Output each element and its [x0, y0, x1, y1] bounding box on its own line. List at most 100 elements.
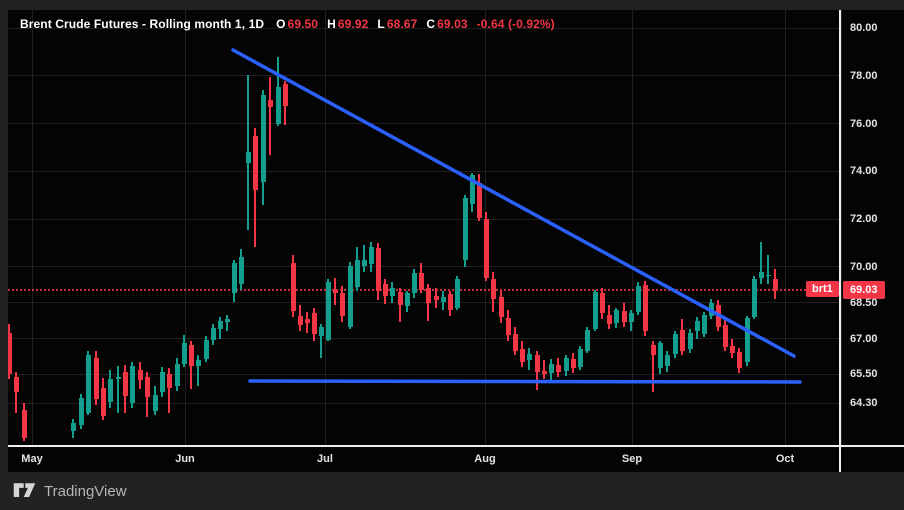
candle-up-wick — [320, 324, 322, 358]
candle-down-wick — [652, 340, 654, 393]
candle-up — [673, 333, 678, 355]
price-label: 72.00 — [850, 213, 878, 226]
candle-down — [680, 330, 685, 351]
candle-down — [291, 263, 296, 312]
candle-up — [636, 286, 641, 313]
price-label: 74.00 — [850, 165, 878, 178]
candle-down — [398, 291, 403, 306]
candle-down — [448, 294, 453, 310]
last-price-line — [8, 289, 806, 292]
price-gridline — [8, 171, 839, 172]
horizontal-support-line[interactable] — [248, 379, 802, 384]
candle-down — [94, 357, 99, 400]
candle-down — [513, 333, 518, 351]
candle-down — [723, 325, 728, 347]
candle-up — [160, 372, 165, 393]
candle-up — [130, 366, 135, 404]
candle-up — [405, 293, 410, 307]
price-gridline — [8, 219, 839, 220]
candle-up — [246, 152, 251, 163]
price-gridline — [8, 338, 839, 339]
trendline-drawing[interactable] — [8, 10, 839, 445]
price-gridline — [8, 123, 839, 124]
time-scale[interactable]: May Jun Jul Aug Sep Oct — [8, 447, 904, 472]
candle-up — [390, 288, 395, 296]
candle-up — [688, 332, 693, 350]
candle-down — [499, 296, 504, 318]
candle-up — [211, 327, 216, 340]
candle-up — [441, 296, 446, 302]
price-gridline — [8, 28, 839, 29]
ohlc-open: O 69.50 — [276, 17, 319, 31]
candle-up — [463, 197, 468, 260]
price-line-label: brt1 — [806, 281, 839, 298]
tradingview-brand-text[interactable]: TradingView — [44, 482, 127, 500]
candle-down — [542, 370, 547, 375]
month-gridline — [632, 10, 633, 445]
candle-up — [261, 94, 266, 183]
candle-up — [326, 282, 331, 340]
tradingview-logo-icon[interactable] — [13, 480, 36, 503]
price-change: -0.64 (-0.92%) — [476, 17, 555, 31]
candle-down — [340, 293, 345, 316]
price-chart-pane[interactable]: brt1 — [8, 10, 839, 445]
price-label: 78.00 — [850, 69, 878, 82]
candle-down — [506, 318, 511, 335]
candle-up — [362, 259, 367, 266]
candle-down — [491, 278, 496, 300]
descending-trendline[interactable] — [231, 48, 796, 358]
price-gridline — [8, 374, 839, 375]
candle-up — [752, 278, 757, 318]
candle-down — [312, 313, 317, 334]
month-gridline — [185, 10, 186, 445]
candle-up — [276, 86, 281, 124]
candle-down — [556, 364, 561, 372]
candle-up-wick — [760, 241, 762, 284]
candle-up — [153, 394, 158, 412]
candle-down — [434, 295, 439, 301]
candle-up — [348, 265, 353, 327]
price-label: 80.00 — [850, 22, 878, 34]
candle-down — [600, 293, 605, 314]
last-price-badge: 69.03 — [843, 281, 885, 300]
candle-up — [232, 263, 237, 294]
price-scale[interactable]: 69.03 80.00 78.00 76.00 74.00 72.00 70.00 68.5… — [842, 10, 904, 445]
month-gridline — [785, 10, 786, 445]
candle-down — [484, 219, 489, 278]
candle-up — [695, 320, 700, 332]
candle-down — [737, 351, 742, 369]
candle-up — [470, 174, 475, 204]
candle-up — [759, 271, 764, 278]
month-label: Oct — [775, 453, 795, 465]
candle-down — [651, 344, 656, 356]
candle-down — [773, 278, 778, 291]
candle-down — [426, 288, 431, 303]
candle-up — [412, 272, 417, 294]
price-label: 64.30 — [850, 397, 878, 410]
symbol-header[interactable]: Brent Crude Futures - Rolling month 1, 1… — [20, 17, 555, 31]
axis-separator-vertical — [839, 10, 841, 472]
ohlc-close: C 69.03 — [426, 17, 468, 31]
candle-down-wick — [269, 76, 271, 155]
candle-up — [79, 398, 84, 425]
candle-down — [268, 99, 273, 107]
candle-up — [745, 318, 750, 363]
candle-down — [622, 311, 627, 322]
candle-up — [578, 349, 583, 368]
candle-up — [204, 339, 209, 359]
candle-up-wick — [226, 314, 228, 332]
candle-down-wick — [15, 372, 17, 413]
candle-up — [218, 320, 223, 329]
axis-separator-horizontal — [8, 445, 904, 447]
candle-up — [225, 319, 230, 322]
candle-up — [629, 313, 634, 322]
candle-up — [239, 257, 244, 284]
candle-up-wick — [767, 254, 769, 284]
candle-down — [138, 369, 143, 381]
candle-up — [196, 360, 201, 367]
candle-up — [658, 343, 663, 369]
candle-up — [71, 423, 76, 431]
candle-up — [564, 357, 569, 371]
candle-down — [14, 376, 19, 393]
